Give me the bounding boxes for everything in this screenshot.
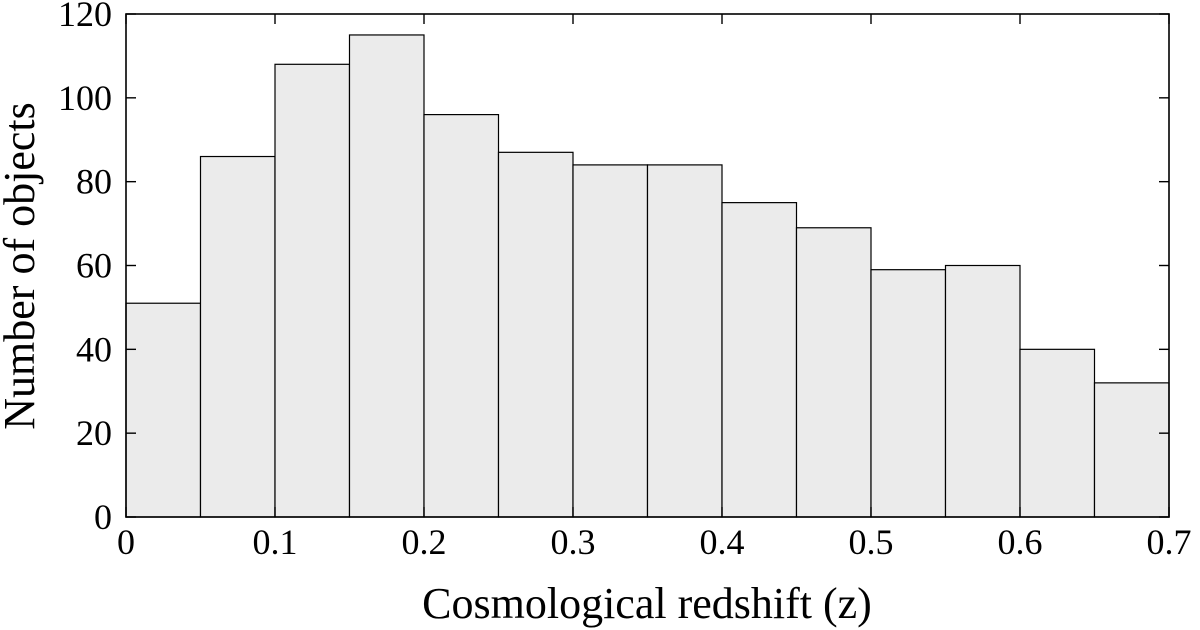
- histogram-bar: [423, 113, 500, 518]
- y-tick-label: 20: [76, 413, 112, 453]
- y-tick-label: 40: [76, 329, 112, 369]
- y-tick-label: 100: [58, 78, 112, 118]
- x-tick-label: 0.6: [998, 522, 1043, 562]
- x-tick-label: 0.2: [402, 522, 447, 562]
- x-axis-title: Cosmological redshift (z): [422, 579, 872, 628]
- x-tick-label: 0.7: [1147, 522, 1192, 562]
- histogram-bar: [274, 63, 351, 518]
- x-tick-label: 0.5: [849, 522, 894, 562]
- histogram-bar: [572, 164, 649, 518]
- histogram-bar: [348, 34, 425, 518]
- histogram-bar: [795, 227, 872, 518]
- histogram-bar: [1093, 382, 1170, 518]
- y-tick-label: 80: [76, 162, 112, 202]
- histogram-bar: [870, 269, 947, 518]
- ticks-group: [125, 13, 1170, 518]
- histogram-bar: [497, 151, 574, 518]
- y-tick-label: 120: [58, 0, 112, 34]
- histogram-bar: [199, 155, 276, 518]
- histogram-bar: [944, 264, 1021, 518]
- x-tick-label: 0: [117, 522, 135, 562]
- x-tick-label: 0.4: [700, 522, 745, 562]
- x-tick-label: 0.3: [551, 522, 596, 562]
- x-tick-label: 0.1: [253, 522, 298, 562]
- tick-labels-group: 0 0.1 0.2 0.3 0.4 0.5 0.6 0.7 0 20 40 60 80 100 120: [58, 0, 1192, 562]
- histogram-bar: [1019, 348, 1096, 518]
- y-axis-title: Number of objects: [0, 102, 44, 429]
- y-tick-label: 60: [76, 246, 112, 286]
- histogram-bar: [125, 302, 202, 518]
- histogram-bar: [646, 164, 723, 518]
- histogram-bar: [721, 202, 798, 518]
- y-tick-label: 0: [94, 497, 112, 537]
- bars-group: [125, 34, 1170, 518]
